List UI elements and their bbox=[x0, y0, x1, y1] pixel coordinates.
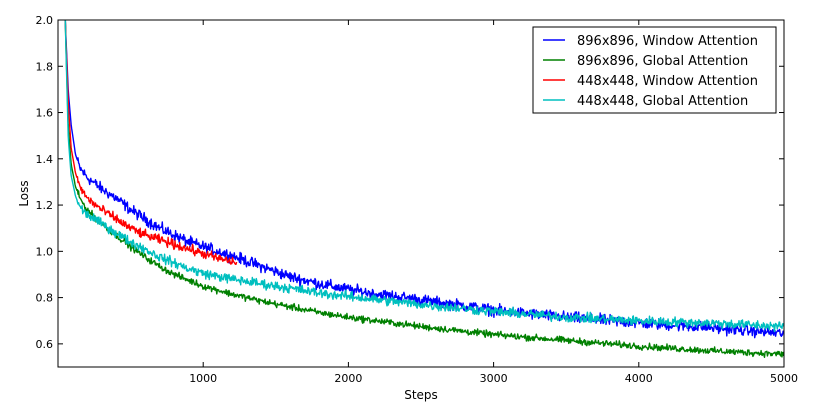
y-axis-label: Loss bbox=[17, 180, 31, 206]
x-tick-label: 3000 bbox=[480, 372, 508, 385]
series-line bbox=[64, 20, 784, 358]
series-layer bbox=[64, 20, 784, 358]
x-tick-label: 5000 bbox=[770, 372, 798, 385]
y-tick-label: 1.8 bbox=[36, 60, 54, 73]
x-tick-label: 1000 bbox=[189, 372, 217, 385]
legend-entry-label: 448x448, Global Attention bbox=[577, 94, 748, 109]
y-tick-label: 0.6 bbox=[36, 338, 54, 351]
x-axis-label: Steps bbox=[404, 388, 438, 402]
y-tick-label: 1.4 bbox=[36, 153, 54, 166]
legend-box bbox=[532, 26, 777, 114]
series-line bbox=[64, 20, 784, 339]
plot-frame bbox=[57, 19, 785, 368]
series-line bbox=[64, 20, 238, 265]
legend: 896x896, Window Attention 896x896, Global… bbox=[532, 26, 777, 114]
legend-entry-label: 896x896, Window Attention bbox=[577, 34, 758, 49]
ticks-layer: 1000 2000 3000 4000 5000 0.6 0.8 1.0 1.2 1.4 1.6 1.… bbox=[36, 14, 799, 385]
y-tick-label: 1.0 bbox=[36, 245, 54, 258]
y-tick-label: 1.2 bbox=[36, 199, 54, 212]
y-tick-label: 1.6 bbox=[36, 107, 54, 120]
legend-entry-label: 896x896, Global Attention bbox=[577, 54, 748, 69]
x-tick-label: 4000 bbox=[625, 372, 653, 385]
x-tick-label: 2000 bbox=[334, 372, 362, 385]
y-tick-label: 0.8 bbox=[36, 292, 54, 305]
legend-entry-label: 448x448, Window Attention bbox=[577, 74, 758, 89]
series-line bbox=[64, 20, 784, 333]
y-tick-label: 2.0 bbox=[36, 14, 54, 27]
